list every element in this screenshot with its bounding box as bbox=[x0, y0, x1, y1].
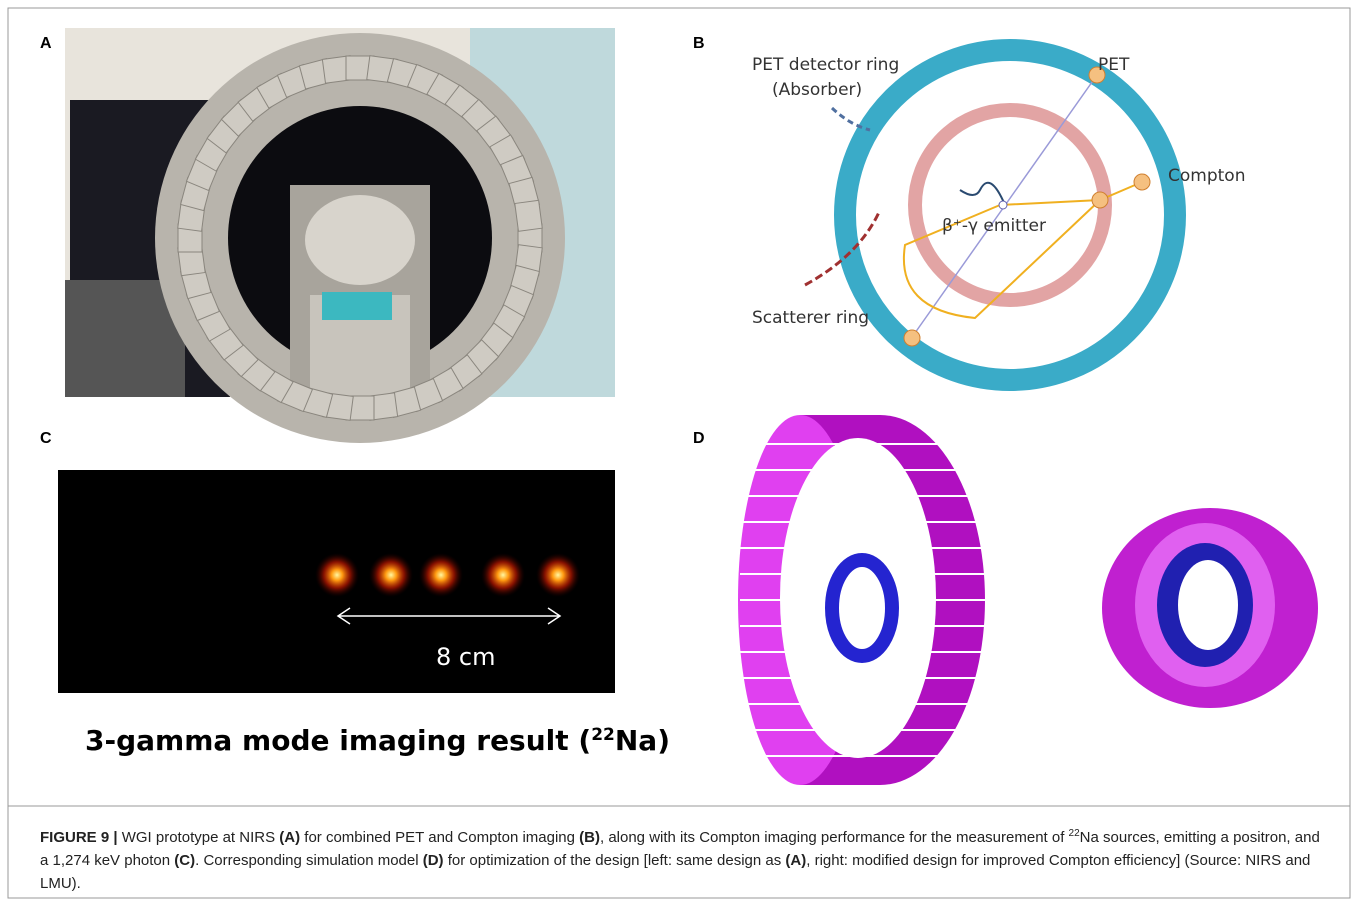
caption-part: (A) bbox=[279, 829, 300, 846]
panel-label: A bbox=[40, 35, 52, 52]
diagram-label: Scatterer ring bbox=[752, 308, 869, 328]
caption-part: (C) bbox=[174, 852, 195, 869]
caption-part: FIGURE 9 | bbox=[40, 829, 122, 846]
prototype-photo bbox=[65, 28, 615, 443]
caption-part: (D) bbox=[423, 852, 444, 869]
panel-label: C bbox=[40, 430, 52, 447]
panel-title: 3-gamma mode imaging result (22Na) bbox=[85, 724, 670, 757]
diagram-label: (Absorber) bbox=[772, 80, 862, 100]
panel-label: B bbox=[693, 35, 705, 52]
caption-part: (A) bbox=[785, 852, 806, 869]
figure-caption: FIGURE 9 | WGI prototype at NIRS (A) for… bbox=[40, 822, 1325, 895]
figure: A B C D PET detector ring (Absorber) PET… bbox=[0, 0, 1358, 906]
simulation-model bbox=[738, 415, 1318, 785]
caption-part: (B) bbox=[579, 829, 600, 846]
caption-part: , along with its Compton imaging perform… bbox=[600, 829, 1069, 846]
diagram-label: β⁺-γ emitter bbox=[942, 216, 1046, 236]
panel-label: D bbox=[693, 430, 705, 447]
caption-part: for optimization of the design [left: sa… bbox=[444, 852, 786, 869]
diagram-label: PET detector ring bbox=[752, 55, 899, 75]
title-sup: 22 bbox=[591, 725, 615, 745]
caption-part: WGI prototype at NIRS bbox=[122, 829, 280, 846]
caption-part: for combined PET and Compton imaging bbox=[300, 829, 579, 846]
caption-part: . Corresponding simulation model bbox=[195, 852, 423, 869]
decoration bbox=[536, 553, 580, 597]
decoration bbox=[481, 553, 525, 597]
caption-part: 22 bbox=[1069, 828, 1080, 839]
decoration bbox=[419, 553, 463, 597]
title-text: 3-gamma mode imaging result ( bbox=[85, 724, 591, 757]
decoration bbox=[369, 553, 413, 597]
title-text: Na) bbox=[615, 724, 670, 757]
diagram-label: PET bbox=[1098, 55, 1130, 75]
imaging-result: 8 cm 3-gamma mode imaging result (22Na) bbox=[58, 470, 670, 757]
diagram-label: Compton bbox=[1168, 166, 1245, 186]
decoration bbox=[315, 553, 359, 597]
scale-label: 8 cm bbox=[436, 643, 495, 671]
figure-canvas: A B C D PET detector ring (Absorber) PET… bbox=[0, 0, 1358, 906]
decoration bbox=[515, 200, 542, 231]
compton-diagram: PET detector ring (Absorber) PET Compton… bbox=[752, 50, 1245, 380]
